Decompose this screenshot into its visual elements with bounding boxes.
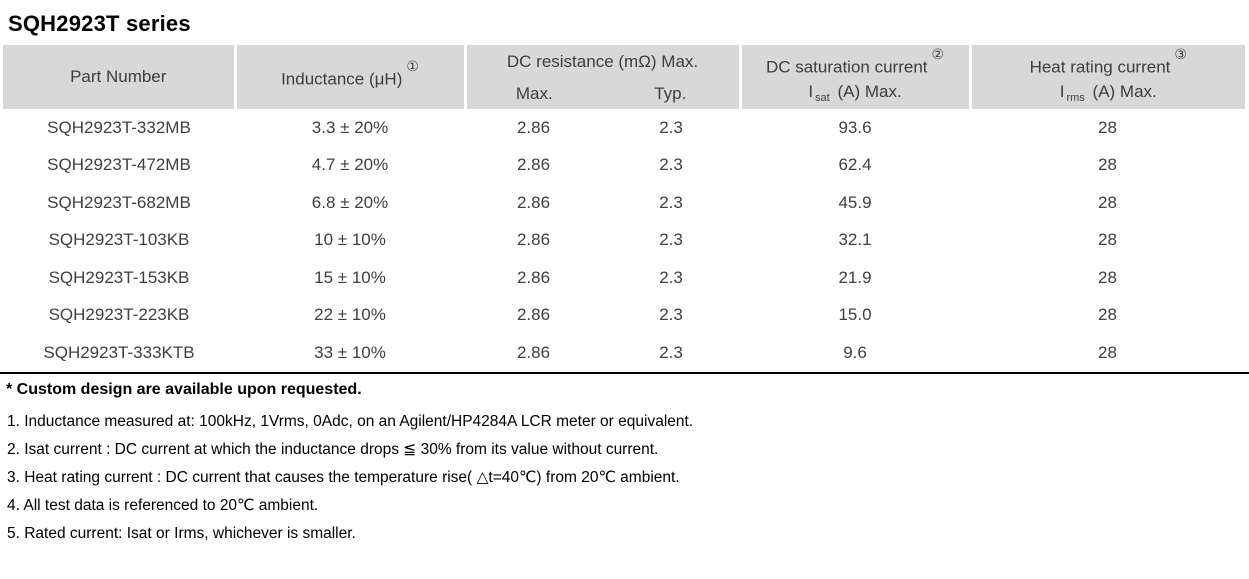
dc-resistance-header-label: DC resistance (mΩ) Max.: [506, 51, 699, 71]
cell-dcr-typ: 2.3: [659, 192, 683, 212]
spec-table-header: Part Number Inductance (μH)① DC resistan…: [3, 45, 1246, 109]
table-row: SQH2923T-332MB 3.3 ± 20% 2.86 2.3 93.6 28: [3, 109, 1245, 147]
cell-part-number: SQH2923T-103KB: [48, 230, 190, 250]
cell-dcr-max: 2.86: [516, 155, 551, 175]
cell-inductance: 33 ± 10%: [314, 342, 386, 362]
footnotes-list: 1. Inductance measured at: 100kHz, 1Vrms…: [7, 408, 1249, 548]
table-row: SQH2923T-682MB 6.8 ± 20% 2.86 2.3 45.9 28: [3, 184, 1245, 222]
subcol-header-dcr-max: Max.: [465, 78, 602, 109]
cell-dcr-typ: 2.3: [659, 342, 683, 362]
isat-symbol: I: [808, 82, 814, 101]
cell-dcr-max: 2.86: [516, 305, 551, 325]
irms-units-label: (A) Max.: [1092, 82, 1157, 101]
cell-isat: 93.6: [838, 117, 872, 137]
footnote-item: 2. Isat current : DC current at which th…: [7, 440, 659, 458]
cell-part-number: SQH2923T-682MB: [47, 192, 191, 212]
page-title: SQH2923T series: [8, 11, 191, 36]
dc-saturation-header-label: DC saturation current: [765, 57, 928, 77]
col-header-inductance: Inductance (μH)①: [235, 45, 467, 109]
cell-irms: 28: [1098, 192, 1117, 212]
cell-isat: 15.0: [838, 305, 872, 325]
isat-symbol-subscript: sat: [815, 92, 830, 104]
cell-irms: 28: [1098, 117, 1117, 137]
cell-dcr-max: 2.86: [516, 117, 551, 137]
cell-part-number: SQH2923T-153KB: [48, 267, 190, 287]
table-row: SQH2923T-153KB 15 ± 10% 2.86 2.3 21.9 28: [3, 259, 1245, 297]
inductance-header-label: Inductance (μH): [281, 69, 403, 89]
cell-dcr-max: 2.86: [516, 192, 551, 212]
cell-dcr-typ: 2.3: [659, 230, 683, 250]
dcr-max-label: Max.: [515, 83, 553, 103]
note-ref-1-icon: ①: [406, 57, 419, 74]
irms-symbol-subscript: rms: [1066, 92, 1085, 104]
note-ref-3-icon: ③: [1174, 46, 1187, 62]
cell-inductance: 10 ± 10%: [314, 230, 386, 250]
cell-part-number: SQH2923T-472MB: [47, 155, 191, 175]
cell-isat: 21.9: [838, 267, 872, 287]
heat-rating-header-label: Heat rating current: [1029, 57, 1171, 77]
footnote-item: 5. Rated current: Isat or Irms, whicheve…: [7, 524, 356, 542]
custom-design-note: * Custom design are available upon reque…: [6, 380, 362, 398]
cell-isat: 9.6: [843, 342, 867, 362]
col-header-part-number: Part Number: [3, 45, 237, 109]
cell-inductance: 22 ± 10%: [314, 305, 386, 325]
cell-part-number: SQH2923T-332MB: [47, 117, 191, 137]
cell-dcr-max: 2.86: [516, 230, 551, 250]
cell-part-number: SQH2923T-333KTB: [43, 342, 195, 362]
cell-isat: 62.4: [838, 155, 872, 175]
cell-dcr-typ: 2.3: [659, 267, 683, 287]
col-header-dc-resistance-group: DC resistance (mΩ) Max.: [465, 45, 742, 78]
cell-irms: 28: [1098, 230, 1117, 250]
part-number-header-label: Part Number: [70, 67, 167, 86]
cell-dcr-typ: 2.3: [659, 155, 683, 175]
dcr-typ-label: Typ.: [654, 83, 687, 103]
table-row: SQH2923T-223KB 22 ± 10% 2.86 2.3 15.0 28: [3, 297, 1245, 335]
footnote-item: 1. Inductance measured at: 100kHz, 1Vrms…: [7, 412, 694, 430]
cell-part-number: SQH2923T-223KB: [48, 305, 190, 325]
cell-irms: 28: [1098, 267, 1117, 287]
cell-dcr-typ: 2.3: [659, 117, 683, 137]
note-ref-2-icon: ②: [931, 46, 945, 62]
footnote-item: 3. Heat rating current : DC current that…: [7, 468, 680, 486]
isat-units-label: (A) Max.: [837, 82, 902, 101]
cell-inductance: 15 ± 10%: [314, 267, 386, 287]
cell-irms: 28: [1098, 155, 1117, 175]
cell-irms: 28: [1098, 342, 1117, 362]
cell-inductance: 4.7 ± 20%: [311, 155, 389, 175]
irms-symbol: I: [1059, 82, 1065, 101]
cell-inductance: 3.3 ± 20%: [311, 117, 389, 137]
cell-dcr-max: 2.86: [516, 267, 551, 287]
cell-dcr-max: 2.86: [516, 342, 551, 362]
footnote-item: 4. All test data is referenced to 20℃ am…: [7, 496, 319, 514]
table-row: SQH2923T-103KB 10 ± 10% 2.86 2.3 32.1 28: [3, 222, 1245, 260]
cell-isat: 32.1: [838, 230, 872, 250]
cell-dcr-typ: 2.3: [659, 305, 683, 325]
cell-inductance: 6.8 ± 20%: [311, 192, 389, 212]
spec-table-body: SQH2923T-332MB 3.3 ± 20% 2.86 2.3 93.6 28 SQH2…: [3, 109, 1245, 372]
table-bottom-rule: [0, 371, 1249, 374]
cell-isat: 45.9: [838, 192, 872, 212]
spec-table: Part Number Inductance (μH)① DC resistan…: [3, 45, 1246, 372]
cell-irms: 28: [1098, 305, 1117, 325]
subcol-header-dcr-typ: Typ.: [602, 78, 742, 109]
table-row: SQH2923T-472MB 4.7 ± 20% 2.86 2.3 62.4 28: [3, 147, 1245, 185]
table-row: SQH2923T-333KTB 33 ± 10% 2.86 2.3 9.6 28: [3, 334, 1245, 372]
